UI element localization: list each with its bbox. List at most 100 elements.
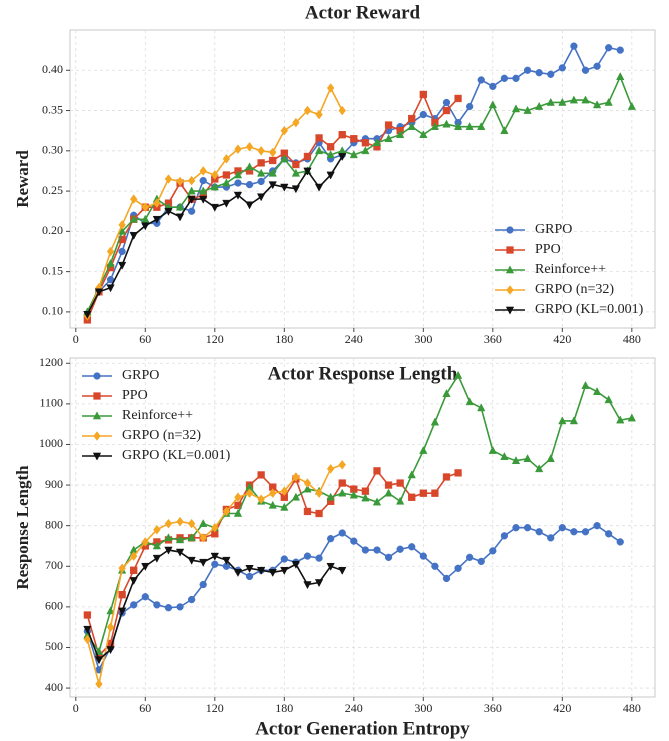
marker [546, 97, 555, 106]
marker [222, 178, 231, 187]
marker [419, 110, 427, 119]
marker [315, 488, 323, 499]
marker [604, 395, 613, 404]
marker [408, 493, 416, 501]
marker [338, 567, 347, 575]
x-tick-label: 0 [73, 332, 79, 346]
marker [547, 534, 555, 542]
marker [257, 494, 265, 505]
marker [211, 170, 219, 180]
marker [152, 554, 162, 563]
marker [488, 445, 497, 454]
marker [465, 397, 474, 406]
marker [280, 154, 289, 163]
marker [106, 622, 115, 633]
marker [129, 194, 138, 204]
marker [592, 387, 602, 396]
marker [106, 646, 115, 655]
marker [569, 95, 579, 104]
series [83, 546, 347, 665]
plot-area [69, 357, 656, 698]
y-tick-label: 1200 [39, 355, 63, 369]
marker [326, 143, 335, 151]
y-tick-label: 1000 [39, 436, 63, 450]
x-tick-label: 300 [414, 701, 432, 715]
marker [269, 488, 277, 499]
marker [187, 556, 196, 565]
marker [268, 181, 277, 190]
marker [117, 261, 127, 270]
marker [280, 125, 289, 136]
marker [489, 547, 497, 555]
legend-label: GRPO (n=32) [535, 282, 614, 297]
legend: GRPO PPO Reinforce++ GRPO (n=32) GRPO (KL=0.… [82, 368, 231, 463]
marker [581, 528, 590, 536]
marker [489, 82, 497, 91]
x-tick-label: 420 [553, 332, 571, 346]
legend-label: Reinforce++ [535, 262, 606, 277]
marker [234, 144, 242, 155]
marker [569, 416, 579, 425]
y-tick-label: 0.10 [42, 304, 63, 318]
marker [523, 524, 532, 532]
marker [257, 159, 265, 167]
marker [326, 535, 335, 543]
marker [129, 232, 138, 240]
marker [222, 171, 231, 179]
y-tick-label: 0.20 [42, 223, 63, 237]
marker [129, 551, 138, 561]
marker [222, 556, 231, 565]
marker [129, 577, 138, 586]
marker [292, 160, 300, 169]
marker [153, 524, 161, 535]
marker [616, 72, 625, 81]
marker [222, 154, 231, 164]
marker [291, 492, 301, 501]
marker [118, 247, 126, 256]
marker [326, 492, 335, 501]
marker [430, 417, 440, 426]
marker [303, 581, 312, 590]
marker [256, 193, 266, 202]
marker [291, 185, 301, 194]
marker [280, 555, 288, 563]
legend-marker [93, 431, 101, 441]
marker [257, 145, 265, 156]
marker [269, 156, 277, 165]
marker [303, 552, 312, 560]
marker [106, 246, 115, 257]
marker [187, 195, 196, 204]
marker [326, 83, 335, 93]
marker [245, 180, 254, 189]
marker [199, 533, 207, 543]
marker [384, 121, 393, 129]
marker [442, 574, 451, 583]
marker [373, 467, 381, 475]
marker [141, 593, 149, 601]
marker [558, 97, 567, 106]
marker [466, 102, 474, 111]
marker [488, 100, 497, 109]
marker [396, 479, 404, 487]
marker [326, 171, 335, 180]
x-tick-label: 120 [206, 701, 224, 715]
marker [419, 552, 427, 560]
marker [222, 199, 231, 208]
marker [605, 530, 613, 538]
marker [350, 537, 358, 545]
marker [581, 95, 590, 104]
marker [257, 177, 265, 186]
marker [442, 389, 451, 398]
marker [616, 415, 625, 424]
marker [500, 74, 509, 82]
marker [523, 66, 532, 74]
legend-label: PPO [535, 242, 561, 257]
marker [152, 541, 162, 550]
marker [141, 202, 150, 213]
marker [233, 508, 243, 517]
marker [130, 601, 138, 609]
marker [222, 506, 231, 517]
marker [511, 456, 521, 465]
marker [83, 611, 92, 619]
marker [395, 130, 405, 139]
